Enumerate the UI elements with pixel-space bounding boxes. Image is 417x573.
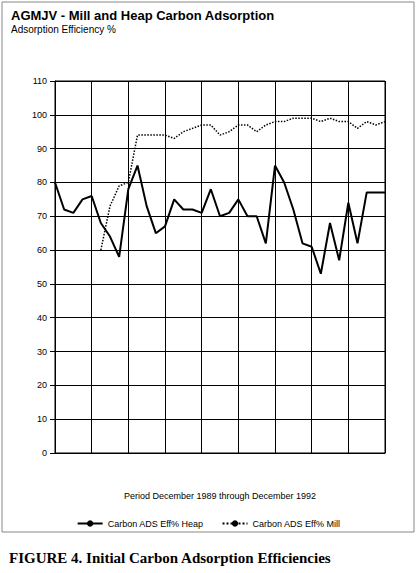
svg-text:FIGURE 4. Initial Carbon Adsor: FIGURE 4. Initial Carbon Adsorption Effi…: [9, 550, 331, 566]
svg-text:Period December 1989 through D: Period December 1989 through December 19…: [124, 491, 316, 501]
svg-text:10: 10: [37, 414, 47, 424]
svg-text:AGMJV - Mill and Heap Carbon A: AGMJV - Mill and Heap Carbon Adsorption: [11, 8, 274, 23]
svg-text:0: 0: [42, 448, 47, 458]
svg-text:40: 40: [37, 313, 47, 323]
svg-text:110: 110: [33, 76, 47, 86]
svg-text:60: 60: [37, 245, 47, 255]
svg-text:Carbon ADS Eff% Heap: Carbon ADS Eff% Heap: [108, 519, 203, 529]
svg-text:Adsorption Efficiency %: Adsorption Efficiency %: [11, 24, 116, 35]
svg-text:Carbon ADS Eff% Mill: Carbon ADS Eff% Mill: [253, 519, 340, 529]
svg-text:70: 70: [37, 211, 47, 221]
svg-text:20: 20: [37, 380, 47, 390]
svg-text:30: 30: [37, 347, 47, 357]
svg-text:80: 80: [37, 177, 47, 187]
svg-text:90: 90: [37, 144, 47, 154]
svg-text:50: 50: [37, 279, 47, 289]
svg-text:100: 100: [32, 110, 47, 120]
